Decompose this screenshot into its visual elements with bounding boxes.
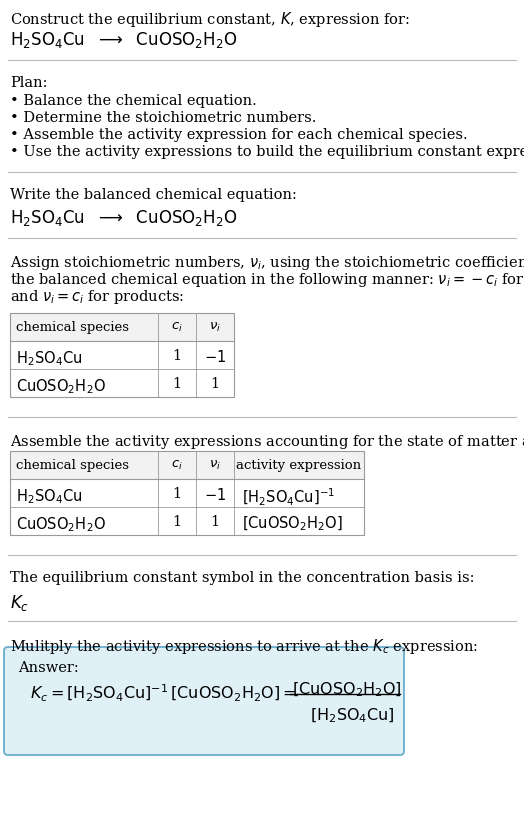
Text: 1: 1 <box>172 349 181 363</box>
Text: Mulitply the activity expressions to arrive at the $K_c$ expression:: Mulitply the activity expressions to arr… <box>10 637 478 656</box>
Text: Construct the equilibrium constant, $K$, expression for:: Construct the equilibrium constant, $K$,… <box>10 10 410 29</box>
Text: chemical species: chemical species <box>16 321 129 334</box>
Text: $[\mathrm{H_2SO_4Cu}]^{-1}$: $[\mathrm{H_2SO_4Cu}]^{-1}$ <box>242 487 335 508</box>
Text: Write the balanced chemical equation:: Write the balanced chemical equation: <box>10 188 297 202</box>
Text: $K_c$: $K_c$ <box>10 593 29 613</box>
Text: • Determine the stoichiometric numbers.: • Determine the stoichiometric numbers. <box>10 111 316 125</box>
Text: $\mathrm{H_2SO_4Cu}$  $\longrightarrow$  $\mathrm{CuOSO_2H_2O}$: $\mathrm{H_2SO_4Cu}$ $\longrightarrow$ $… <box>10 30 237 50</box>
Text: $\mathrm{H_2SO_4Cu}$  $\longrightarrow$  $\mathrm{CuOSO_2H_2O}$: $\mathrm{H_2SO_4Cu}$ $\longrightarrow$ $… <box>10 208 237 228</box>
Text: • Use the activity expressions to build the equilibrium constant expression.: • Use the activity expressions to build … <box>10 145 524 159</box>
Text: 1: 1 <box>211 377 220 391</box>
Text: The equilibrium constant symbol in the concentration basis is:: The equilibrium constant symbol in the c… <box>10 571 475 585</box>
Text: • Balance the chemical equation.: • Balance the chemical equation. <box>10 94 257 108</box>
Text: Answer:: Answer: <box>18 661 79 675</box>
Text: $\mathrm{H_2SO_4Cu}$: $\mathrm{H_2SO_4Cu}$ <box>16 487 82 506</box>
Text: $\mathrm{CuOSO_2H_2O}$: $\mathrm{CuOSO_2H_2O}$ <box>16 377 106 396</box>
Bar <box>10 313 234 341</box>
Text: 1: 1 <box>172 515 181 529</box>
Bar <box>10 313 234 397</box>
Text: Assemble the activity expressions accounting for the state of matter and $\nu_i$: Assemble the activity expressions accoun… <box>10 433 524 451</box>
Text: chemical species: chemical species <box>16 459 129 472</box>
Text: $\nu_i$: $\nu_i$ <box>209 459 221 472</box>
Text: $[\mathrm{H_2SO_4Cu}]$: $[\mathrm{H_2SO_4Cu}]$ <box>310 707 395 725</box>
Text: the balanced chemical equation in the following manner: $\nu_i = -c_i$ for react: the balanced chemical equation in the fo… <box>10 271 524 289</box>
Bar <box>10 451 364 479</box>
Text: 1: 1 <box>172 377 181 391</box>
Text: 1: 1 <box>172 487 181 501</box>
Text: $\mathrm{CuOSO_2H_2O}$: $\mathrm{CuOSO_2H_2O}$ <box>16 515 106 534</box>
Text: $c_i$: $c_i$ <box>171 459 183 472</box>
Text: $\nu_i$: $\nu_i$ <box>209 321 221 334</box>
Text: $[\mathrm{CuOSO_2H_2O}]$: $[\mathrm{CuOSO_2H_2O}]$ <box>242 515 343 534</box>
Text: $c_i$: $c_i$ <box>171 321 183 334</box>
Text: and $\nu_i = c_i$ for products:: and $\nu_i = c_i$ for products: <box>10 288 184 306</box>
Text: $K_c = [\mathrm{H_2SO_4Cu}]^{-1}\,[\mathrm{CuOSO_2H_2O}] = $: $K_c = [\mathrm{H_2SO_4Cu}]^{-1}\,[\math… <box>30 682 297 704</box>
Bar <box>10 451 364 535</box>
Text: • Assemble the activity expression for each chemical species.: • Assemble the activity expression for e… <box>10 128 467 142</box>
Text: $-1$: $-1$ <box>204 349 226 365</box>
Text: $\mathrm{H_2SO_4Cu}$: $\mathrm{H_2SO_4Cu}$ <box>16 349 82 368</box>
Text: Assign stoichiometric numbers, $\nu_i$, using the stoichiometric coefficients, $: Assign stoichiometric numbers, $\nu_i$, … <box>10 254 524 272</box>
Text: 1: 1 <box>211 515 220 529</box>
FancyBboxPatch shape <box>4 647 404 755</box>
Text: $[\mathrm{CuOSO_2H_2O}]$: $[\mathrm{CuOSO_2H_2O}]$ <box>292 681 402 700</box>
Text: activity expression: activity expression <box>236 459 362 472</box>
Text: Plan:: Plan: <box>10 76 48 90</box>
Text: $-1$: $-1$ <box>204 487 226 503</box>
